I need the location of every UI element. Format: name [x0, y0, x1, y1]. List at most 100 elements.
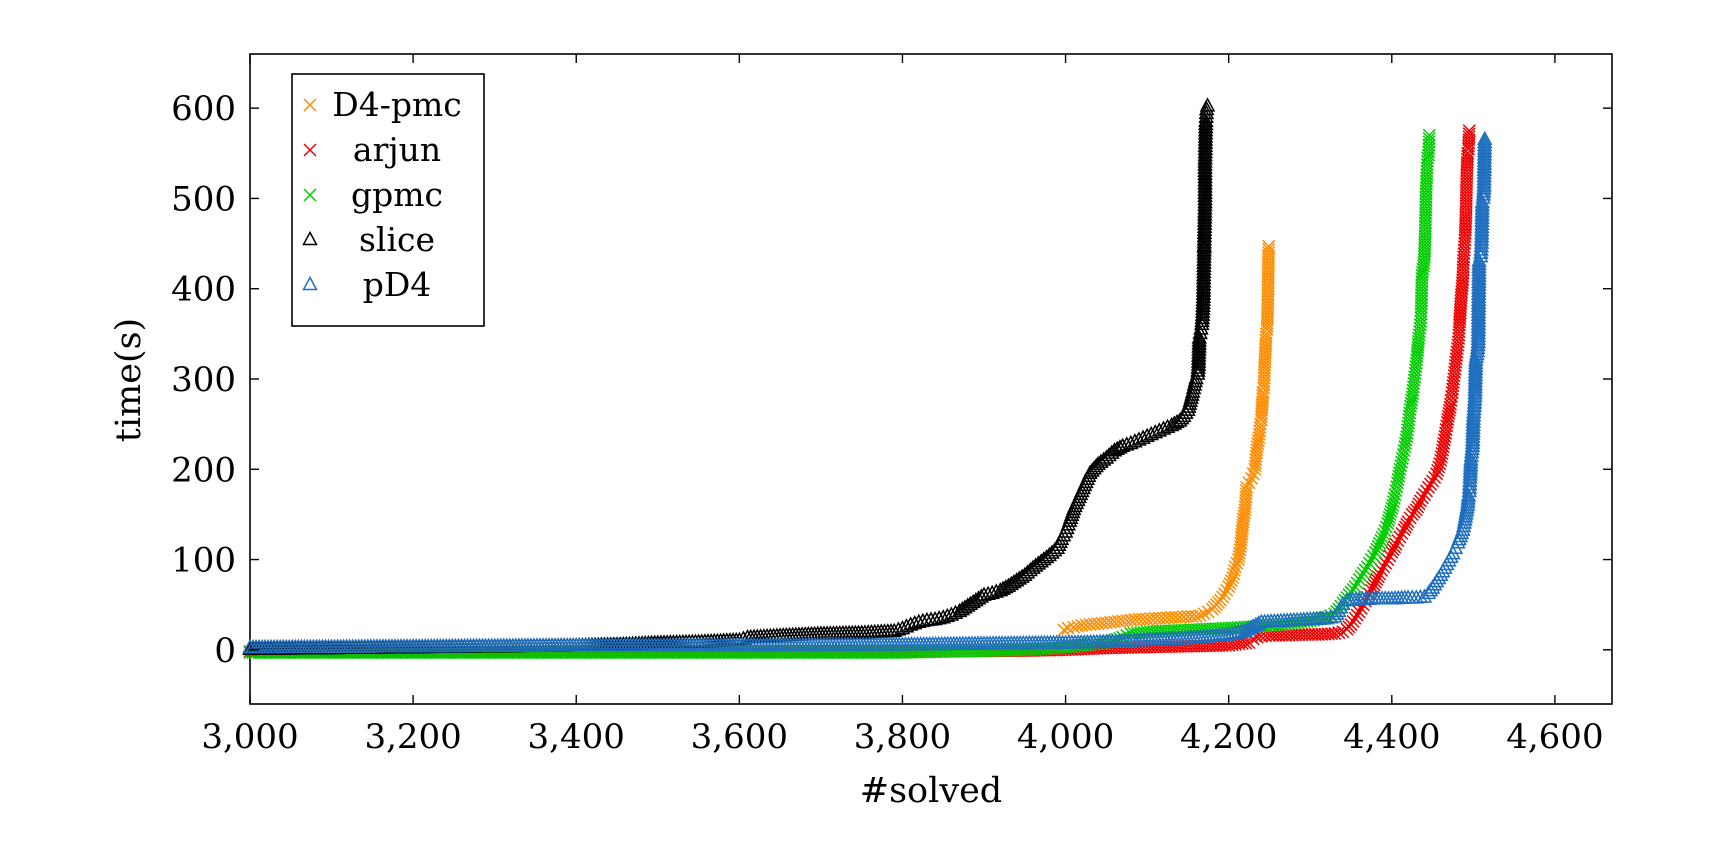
data-point-fill: [1403, 511, 1417, 525]
data-point: [1295, 627, 1309, 642]
data-point-fill: [915, 612, 931, 628]
data-point: [1348, 611, 1362, 625]
data-point-fill: [1422, 132, 1436, 146]
legend-label-slice: slice: [359, 220, 435, 259]
data-point-fill: [1332, 626, 1346, 640]
data-point-fill: [1396, 448, 1410, 462]
series-pD4: [242, 130, 1493, 654]
y-tick-label: 500: [171, 179, 236, 219]
data-point-fill: [1456, 266, 1470, 280]
data-point: [1344, 618, 1358, 632]
x-axis-label: #solved: [860, 771, 1002, 811]
data-point: [1381, 553, 1395, 567]
data-point-fill: [1261, 289, 1275, 303]
data-point-fill: [1459, 183, 1473, 197]
data-point-fill: [1220, 583, 1234, 597]
data-point-fill: [1261, 270, 1275, 284]
x-tick-label: 3,800: [854, 717, 951, 757]
data-point-fill: [1395, 455, 1409, 469]
data-point-fill: [1473, 241, 1489, 256]
data-point: [1228, 560, 1242, 574]
series-slice: [242, 97, 1216, 656]
x-tick-label: 3,200: [364, 717, 461, 757]
data-point-fill: [1474, 197, 1491, 212]
data-point-fill: [1282, 628, 1296, 642]
data-point-fill: [1387, 491, 1401, 505]
data-point-fill: [1456, 263, 1470, 277]
x-tick-label: 4,000: [1017, 717, 1114, 757]
data-point-fill: [1400, 517, 1414, 531]
data-point: [1454, 521, 1471, 536]
data-point-fill: [1239, 484, 1253, 498]
data-point-fill: [1275, 628, 1290, 642]
legend-marker-slice: [302, 230, 318, 246]
data-point-fill: [1257, 364, 1271, 379]
data-point-fill: [1395, 526, 1409, 540]
data-point: [1413, 494, 1427, 508]
data-point-fill: [1321, 627, 1335, 641]
data-point: [1352, 572, 1366, 586]
data-point: [1244, 471, 1259, 485]
data-point-fill: [1375, 530, 1389, 544]
data-point-fill: [1462, 127, 1476, 141]
data-point: [1373, 567, 1387, 581]
data-point: [1462, 124, 1476, 138]
data-point: [1189, 609, 1203, 623]
data-point-fill: [1261, 282, 1275, 297]
data-point: [1191, 329, 1208, 344]
data-point: [1460, 487, 1477, 502]
data-point-fill: [1459, 208, 1473, 222]
data-point-fill: [1185, 379, 1202, 395]
data-point: [1456, 273, 1470, 287]
y-axis: 0 100 200 300 400 500 600: [171, 89, 1612, 671]
data-point-fill: [1415, 288, 1429, 302]
data-point-fill: [1422, 138, 1436, 152]
data-point-fill: [1422, 145, 1436, 159]
data-point: [1421, 480, 1436, 494]
data-point: [1472, 248, 1489, 263]
data-point: [1193, 320, 1209, 335]
data-point: [1193, 608, 1207, 623]
data-point: [1311, 627, 1325, 642]
data-point-fill: [1389, 484, 1403, 498]
plot-area: [242, 97, 1493, 660]
data-point-fill: [1460, 152, 1474, 166]
data-point: [1198, 112, 1214, 127]
data-point-fill: [1461, 476, 1478, 491]
legend-marker-gpmc: [303, 188, 317, 202]
data-point: [1328, 627, 1342, 641]
data-point-fill: [1261, 252, 1276, 266]
data-point-fill: [1418, 219, 1432, 233]
data-point-fill: [1071, 619, 1085, 633]
x-tick-label: 3,000: [201, 717, 298, 757]
data-point-fill: [1315, 627, 1329, 641]
x-tick-label: 4,200: [1180, 717, 1277, 757]
data-point-fill: [1261, 249, 1276, 263]
y-tick-label: 600: [171, 89, 236, 129]
data-point-fill: [1419, 203, 1433, 217]
data-point-fill: [1379, 556, 1393, 570]
data-point-fill: [1419, 174, 1434, 188]
data-point-fill: [1262, 245, 1276, 259]
data-point-fill: [1198, 108, 1214, 124]
data-point-fill: [1415, 284, 1429, 298]
data-point-fill: [1414, 300, 1428, 315]
data-point-fill: [1261, 267, 1275, 281]
data-point-fill: [1419, 206, 1433, 220]
x-tick-label: 4,600: [1506, 717, 1603, 757]
data-point: [1422, 128, 1436, 142]
data-point-fill: [1019, 564, 1036, 579]
data-point: [1414, 307, 1428, 321]
data-point-fill: [1419, 484, 1433, 498]
data-point-fill: [1419, 197, 1433, 211]
data-point-fill: [1198, 104, 1215, 120]
data-point-fill: [1471, 255, 1487, 270]
data-point: [1098, 449, 1115, 464]
legend-marker-pD4: [302, 275, 318, 291]
data-point-fill: [1302, 627, 1316, 642]
data-point-fill: [1460, 174, 1474, 188]
data-point-fill: [1250, 615, 1267, 630]
data-point-fill: [1420, 168, 1434, 182]
data-point-fill: [1371, 570, 1385, 584]
